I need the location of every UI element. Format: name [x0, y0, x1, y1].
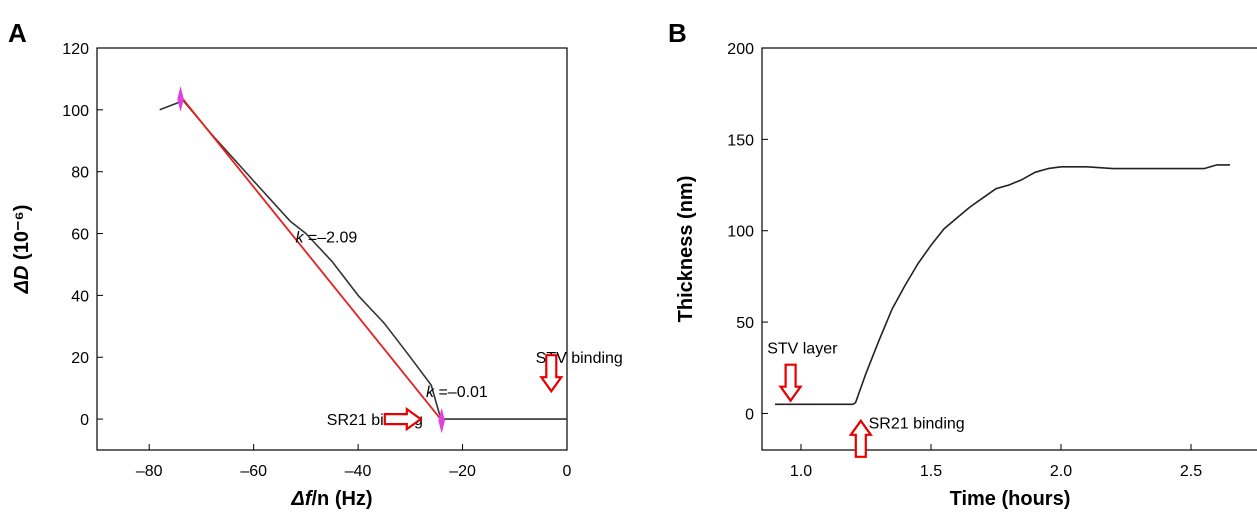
y-axis-label-b: Thickness (nm)	[675, 176, 697, 323]
series-b	[775, 164, 1230, 406]
y-tick-label-a: 20	[71, 350, 89, 367]
series-line-b	[775, 164, 1230, 406]
y-tick-label-a: 120	[62, 41, 89, 58]
annotation-b: STV layer	[767, 341, 838, 358]
y-tick-label-b: 100	[727, 224, 754, 241]
arrow-up-b	[848, 418, 873, 458]
series-line-a	[180, 96, 442, 420]
arrow-down-a	[539, 354, 564, 394]
x-tick-label-b: 1.0	[790, 463, 812, 480]
marker-point	[438, 408, 445, 433]
panel-label-a: A	[8, 18, 27, 48]
x-tick-label-b: 1.5	[920, 463, 942, 480]
arrows-b	[778, 363, 873, 458]
x-tick-label-a: –20	[449, 463, 476, 480]
y-tick-label-b: 150	[727, 132, 754, 149]
panel-label-b: B	[668, 18, 687, 48]
x-tick-label-b: 2.0	[1050, 463, 1072, 480]
plot-frame-b	[761, 47, 1257, 451]
y-tick-label-a: 100	[62, 103, 89, 120]
y-tick-label-b: 0	[745, 406, 754, 423]
arrow-right-a	[383, 406, 423, 432]
y-tick-label-b: 200	[727, 41, 754, 58]
annotation-a: k =–0.01	[426, 384, 488, 401]
ticks-a: –80 –60 –40 –20 0 0 20 40 60 80 100 120	[62, 41, 571, 480]
x-axis-label-b: Time (hours)	[950, 488, 1071, 510]
arrows-a	[383, 354, 564, 432]
markers-a	[177, 86, 445, 433]
chart-a: A –80 –60 –40 –20 0 0 20 40 60 80 100 120 k =–2.09 k…	[8, 18, 623, 510]
x-tick-label-a: –80	[136, 463, 163, 480]
x-tick-label-a: 0	[563, 463, 572, 480]
y-tick-label-a: 80	[71, 165, 89, 182]
y-tick-label-a: 0	[80, 412, 89, 429]
annotation-b: SR21 binding	[869, 416, 965, 433]
y-tick-label-a: 60	[71, 227, 89, 244]
y-tick-label-b: 50	[736, 315, 754, 332]
x-tick-label-a: –60	[240, 463, 267, 480]
annotation-a: k =–2.09	[295, 230, 357, 247]
y-tick-label-a: 40	[71, 288, 89, 305]
ticks-b: 1.0 1.5 2.0 2.5 0 50 100 150 200	[727, 41, 1202, 480]
x-tick-label-a: –40	[345, 463, 372, 480]
arrow-down-b	[778, 363, 803, 403]
annotation-a: STV binding	[536, 350, 623, 367]
x-tick-label-b: 2.5	[1180, 463, 1202, 480]
series-line-a	[159, 99, 567, 420]
y-axis-label-a: ΔD (10⁻⁶)	[11, 205, 33, 295]
chart-b: B 1.0 1.5 2.0 2.5 0 50 100 150 200 STV layer SR21…	[668, 18, 1257, 510]
series-a	[159, 96, 567, 420]
marker-point	[177, 86, 184, 112]
x-axis-label-a: Δf/n (Hz)	[290, 488, 372, 510]
annotations-b: STV layer SR21 binding	[767, 341, 964, 433]
plot-frame-a	[96, 47, 568, 451]
